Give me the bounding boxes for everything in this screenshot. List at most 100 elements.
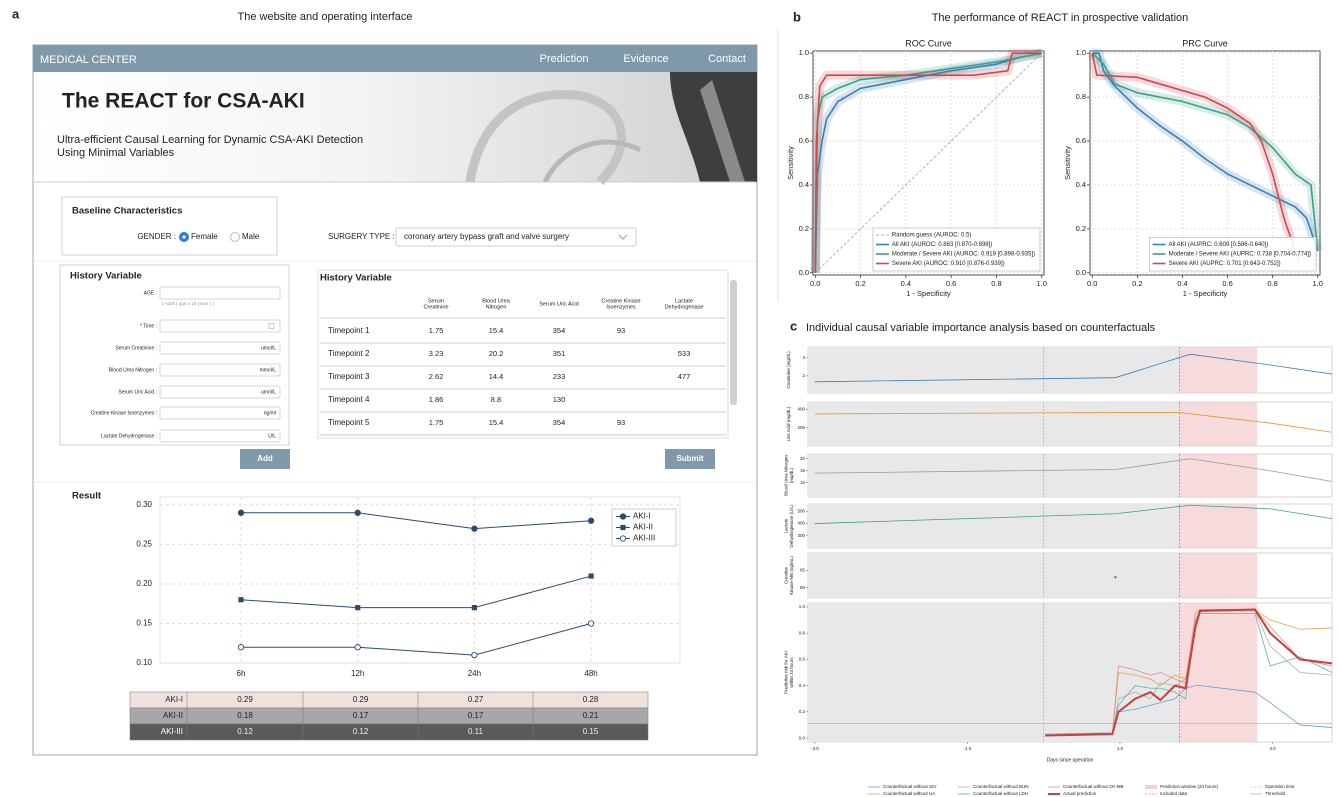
marker: [619, 513, 627, 520]
marker: [471, 651, 478, 659]
surgery-select[interactable]: [395, 227, 637, 247]
input[interactable]: [159, 319, 281, 333]
y-tick-label: 0.8: [1076, 92, 1086, 101]
table-cell: 2.62: [429, 372, 444, 381]
marker: [237, 644, 245, 651]
row-label: AKI-II: [163, 711, 183, 720]
hint: ( Adult ( age ≥ 18 years ) ): [162, 301, 214, 306]
y-axis-label: Creatinine (mg/dL): [786, 351, 791, 389]
x-tick-label: 6h: [237, 669, 246, 678]
series-line: [814, 458, 1333, 482]
legend-label: Moderate / Severe AKI (AUROC: 0.919 [0.8…: [892, 252, 1035, 258]
scrollbar[interactable]: [730, 280, 737, 405]
tie-image: [700, 80, 745, 182]
table-cell: 8.8: [491, 395, 501, 404]
input[interactable]: [159, 286, 281, 300]
column-header: Serum Uric Acid: [539, 301, 578, 307]
table-cell: 14.4: [489, 372, 504, 381]
included-period: [808, 553, 1180, 598]
y-tick-label: 0.10: [136, 658, 152, 667]
nav-link[interactable]: Evidence: [623, 53, 668, 65]
legend-box: [1149, 237, 1317, 272]
point: [1114, 576, 1117, 579]
select-value: coronary artery bypass graft and valve s…: [404, 232, 569, 241]
field-label: Serum Uric Acid :: [118, 389, 157, 395]
y-tick-label: 400: [797, 407, 805, 412]
table-cell: 1.86: [429, 395, 444, 404]
y-tick-label: 0.0: [1076, 268, 1086, 277]
legend-swatch: [1145, 785, 1157, 789]
legend-label: Moderate / Severe AKI (AUPRC: 0.738 [0.7…: [1169, 252, 1311, 258]
input[interactable]: [159, 363, 281, 377]
y-tick-label: 0.2: [1076, 224, 1086, 233]
series-line: [814, 52, 1042, 273]
input[interactable]: [159, 385, 281, 399]
table-cell: 0.28: [583, 695, 599, 704]
unit: ng/ml: [264, 410, 276, 416]
series-line: [1045, 610, 1333, 736]
radio-label: Female: [191, 232, 218, 241]
nav-link[interactable]: Contact: [708, 53, 746, 65]
legend-label: Random guess (AUROC: 0.5): [892, 233, 971, 239]
x-tick-label: 0.2: [1132, 279, 1142, 288]
table-cell: 0.21: [583, 711, 599, 720]
y-tick-label: 0.6: [799, 657, 806, 662]
legend-label: Actual prediction: [1063, 791, 1097, 796]
prediction-window: [1179, 603, 1258, 742]
y-tick-label: 200: [797, 425, 805, 430]
chevron: [618, 234, 628, 240]
radio[interactable]: [230, 232, 240, 242]
table-row: [129, 707, 649, 725]
marker: [619, 535, 627, 542]
y-axis-label: Blood Urea Nitrogen: [783, 455, 788, 496]
legend-label: Severe AKI (AUROC: 0.910 [0.876-0.939]): [892, 261, 1005, 267]
x-tick-label: 0.8: [991, 279, 1001, 288]
table-cell: 0.29: [237, 695, 253, 704]
x-tick-label: 24h: [468, 669, 481, 678]
row-label: Timepoint 2: [328, 349, 370, 358]
legend-label: All AKI (AUROC: 0.883 [0.870-0.898]): [892, 242, 992, 248]
y-tick-label: 0.2: [799, 224, 809, 233]
legend-label: Severe AKI (AUPRC: 0.701 [0.643-0.752]): [1169, 261, 1281, 267]
table-cell: 0.27: [468, 695, 484, 704]
series-line: [814, 504, 1333, 524]
table-cell: 0.17: [353, 711, 369, 720]
series-line: [814, 412, 1333, 433]
table-cell: 15.4: [489, 326, 504, 335]
series-line: [1045, 608, 1333, 737]
panel-label: c: [790, 318, 797, 333]
y-tick-label: 0.20: [136, 579, 152, 588]
input[interactable]: [159, 341, 281, 355]
input[interactable]: [159, 429, 281, 443]
nav-link[interactable]: Prediction: [540, 53, 589, 65]
x-axis-label: Days since operation: [1047, 757, 1094, 763]
marker: [587, 517, 595, 524]
y-tick-label: 0.25: [136, 540, 152, 549]
y-axis-label: within 24 hours: [789, 657, 794, 688]
table-cell: 15.4: [489, 418, 504, 427]
table-row: [129, 691, 649, 709]
table-cell: 130: [553, 395, 566, 404]
table-frame: [317, 269, 729, 439]
x-tick-label: -3.0: [811, 746, 819, 751]
submit-button[interactable]: [665, 449, 715, 469]
add-button[interactable]: [240, 449, 290, 469]
panel-title: The performance of REACT in prospective …: [932, 12, 1189, 24]
field-label: Lactate Dehydrogenase :: [101, 433, 157, 439]
y-axis-label: Lactate: [783, 518, 788, 533]
legend-label: Counterfactual without SCr: [883, 784, 937, 789]
button-label: Submit: [676, 454, 703, 463]
legend-label: Threshold: [1265, 791, 1286, 796]
table-cell: 0.18: [237, 711, 253, 720]
input[interactable]: [159, 406, 281, 420]
table-cell: 0.15: [583, 727, 599, 736]
field-label: Serum Creatinine :: [115, 345, 157, 351]
x-tick-label: 3.0: [1269, 746, 1276, 751]
column-header: Nitrogen: [486, 305, 507, 311]
section-title: Baseline Characteristics: [72, 206, 182, 217]
x-tick-label: 1.0: [1117, 746, 1124, 751]
field-label: Creatine Kinase Isoenzymes :: [91, 410, 157, 416]
column-header: Serum: [428, 298, 445, 304]
y-tick-label: 10: [800, 480, 806, 485]
